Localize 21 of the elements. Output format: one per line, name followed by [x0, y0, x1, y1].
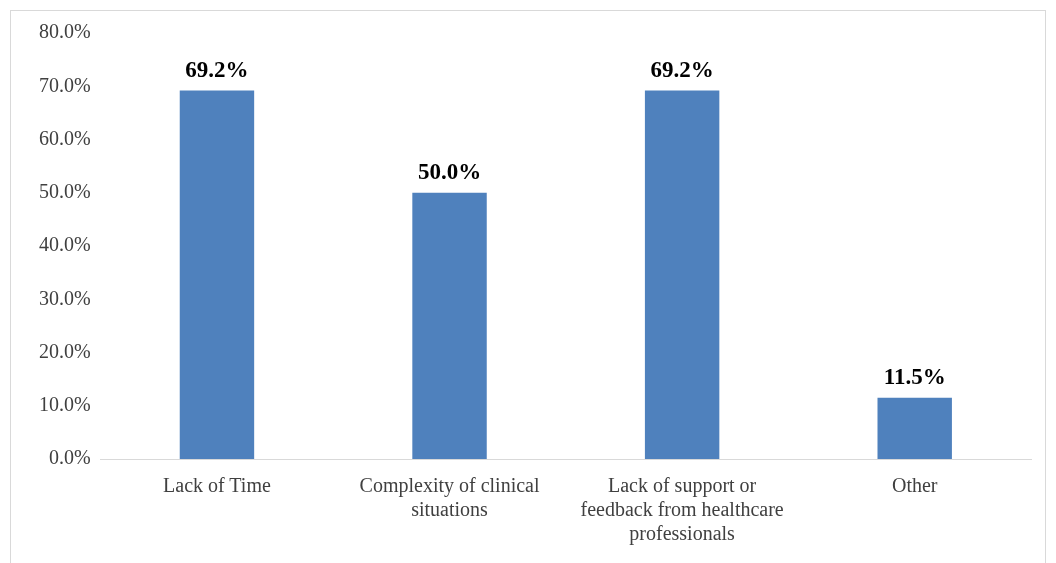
y-tick-label: 0.0% — [48, 446, 91, 469]
x-tick-label: Complexity of clinical situations — [359, 474, 540, 521]
y-tick-label: 70.0% — [38, 73, 91, 96]
y-tick-label: 40.0% — [38, 233, 91, 256]
x-tick-label: Lack of Time — [163, 474, 271, 497]
bar — [877, 397, 952, 459]
y-tick-label: 10.0% — [38, 393, 91, 415]
data-label: 50.0% — [417, 159, 482, 185]
data-label: 69.2% — [650, 56, 714, 82]
bar — [644, 90, 720, 459]
bar — [412, 192, 487, 459]
data-label: 69.2% — [185, 56, 249, 82]
bar — [179, 90, 255, 459]
y-tick-label: 50.0% — [38, 180, 91, 202]
y-tick-label: 20.0% — [38, 339, 91, 362]
y-tick-label: 60.0% — [38, 126, 91, 149]
x-tick-label: Lack of support or feedback from healthcare professionals — [580, 474, 784, 546]
y-tick-label: 30.0% — [38, 286, 91, 309]
y-tick-label: 80.0% — [38, 20, 91, 43]
x-tick-label: Other — [891, 474, 938, 497]
data-label: 11.5% — [883, 364, 946, 390]
